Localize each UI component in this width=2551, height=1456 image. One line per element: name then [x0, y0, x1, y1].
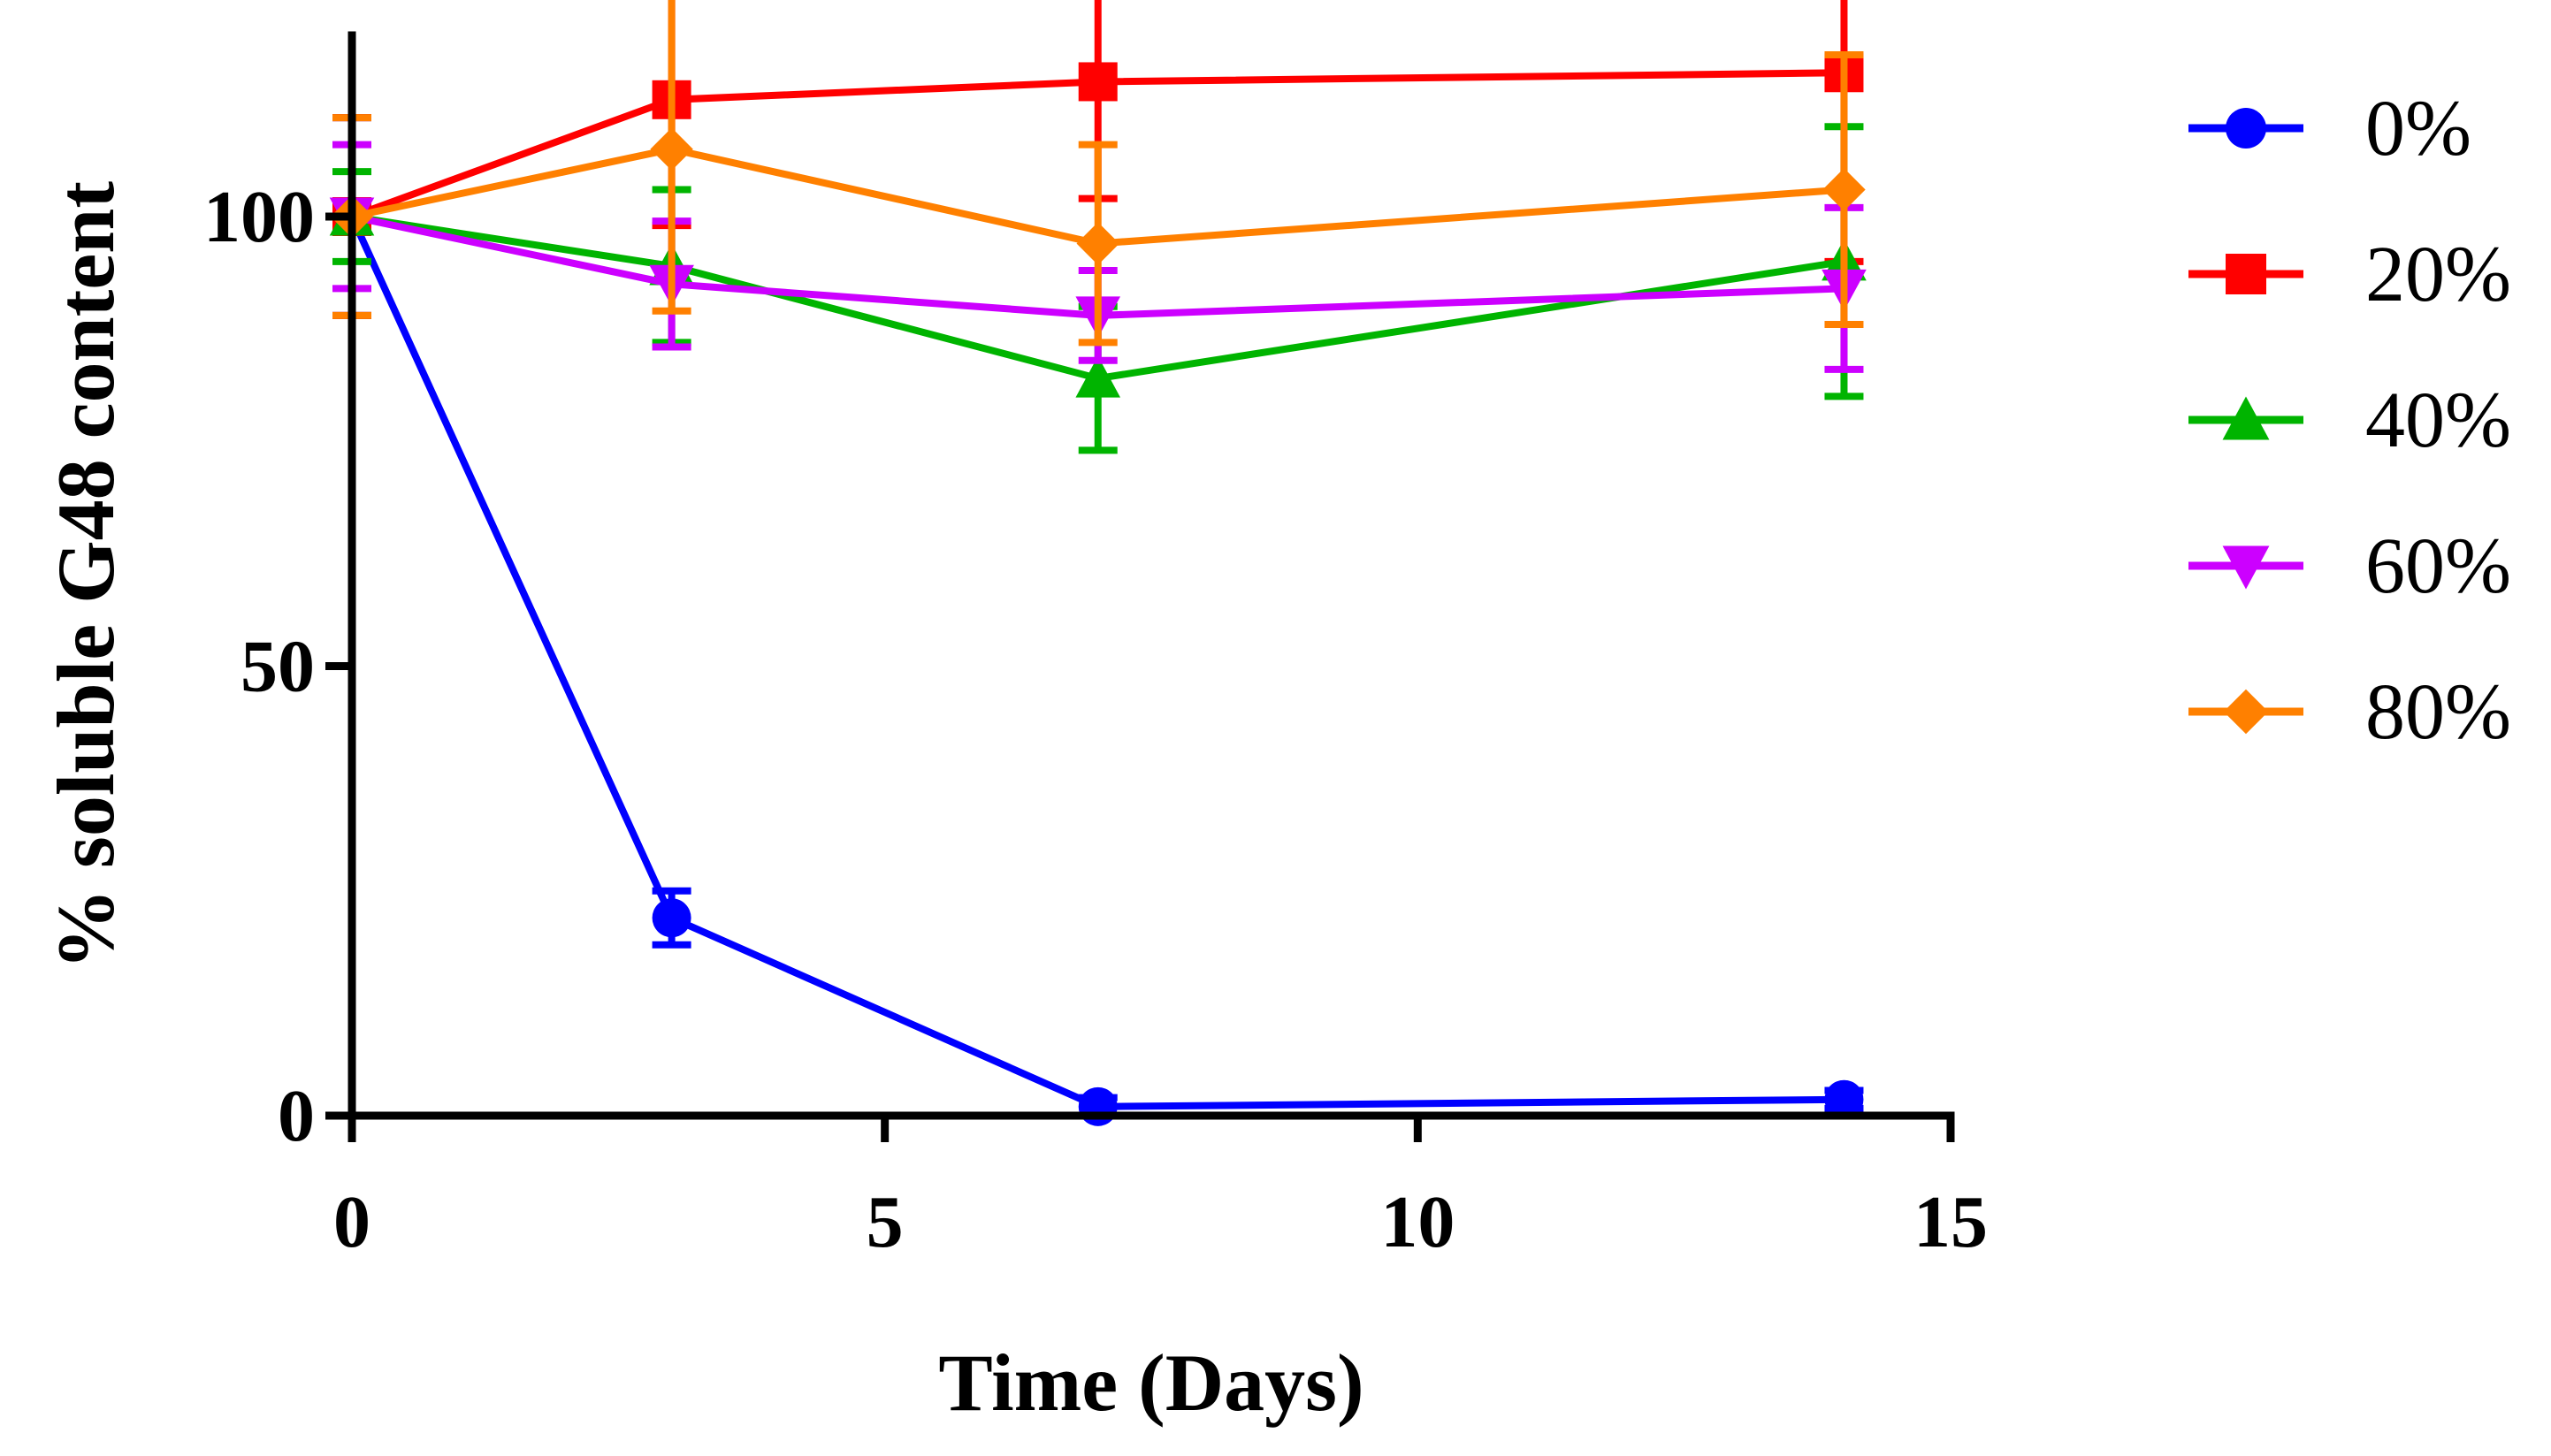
legend-item: 60% — [2188, 522, 2511, 610]
data-point — [1822, 168, 1866, 211]
y-tick-label: 0 — [278, 1075, 315, 1157]
series-line — [348, 215, 1845, 1110]
data-point — [1076, 222, 1119, 265]
legend-label: 20% — [2365, 231, 2511, 318]
legend-marker — [2222, 396, 2270, 440]
legend-item: 40% — [2188, 377, 2511, 464]
series-line — [350, 69, 1845, 220]
data-point — [652, 898, 691, 938]
ticks-layer: 0 5 10 15 0 50 100 — [203, 176, 1988, 1263]
legend: 0% 20% 40% 60% 80% — [2188, 85, 2511, 756]
data-point — [650, 127, 693, 171]
y-tick-label: 100 — [203, 176, 315, 258]
legend-label: 80% — [2365, 668, 2511, 756]
data-point — [1078, 62, 1118, 102]
legend-item: 80% — [2188, 668, 2511, 756]
series-line — [351, 213, 1845, 319]
x-tick-label: 15 — [1913, 1181, 1988, 1263]
y-axis-label: % soluble G48 content — [41, 181, 131, 970]
legend-marker — [2226, 108, 2266, 149]
legend-label: 60% — [2365, 522, 2511, 610]
y-tick-label: 50 — [241, 626, 315, 708]
x-axis-label: Time (Days) — [938, 1338, 1363, 1428]
series-line — [351, 213, 1845, 383]
legend-marker — [2226, 254, 2266, 294]
x-tick-label: 5 — [867, 1181, 904, 1263]
data-point — [1078, 1086, 1118, 1126]
legend-item: 20% — [2188, 231, 2511, 318]
data-point — [1824, 1079, 1864, 1119]
series-layer — [329, 0, 1867, 1126]
x-tick-label: 10 — [1380, 1181, 1455, 1263]
x-tick-label: 0 — [333, 1181, 370, 1263]
legend-item: 0% — [2188, 85, 2471, 172]
series-line — [351, 145, 1845, 248]
legend-label: 40% — [2365, 377, 2511, 464]
legend-label: 0% — [2365, 85, 2471, 172]
legend-marker — [2222, 545, 2270, 590]
data-point — [1075, 355, 1121, 398]
legend-marker — [2223, 689, 2269, 735]
